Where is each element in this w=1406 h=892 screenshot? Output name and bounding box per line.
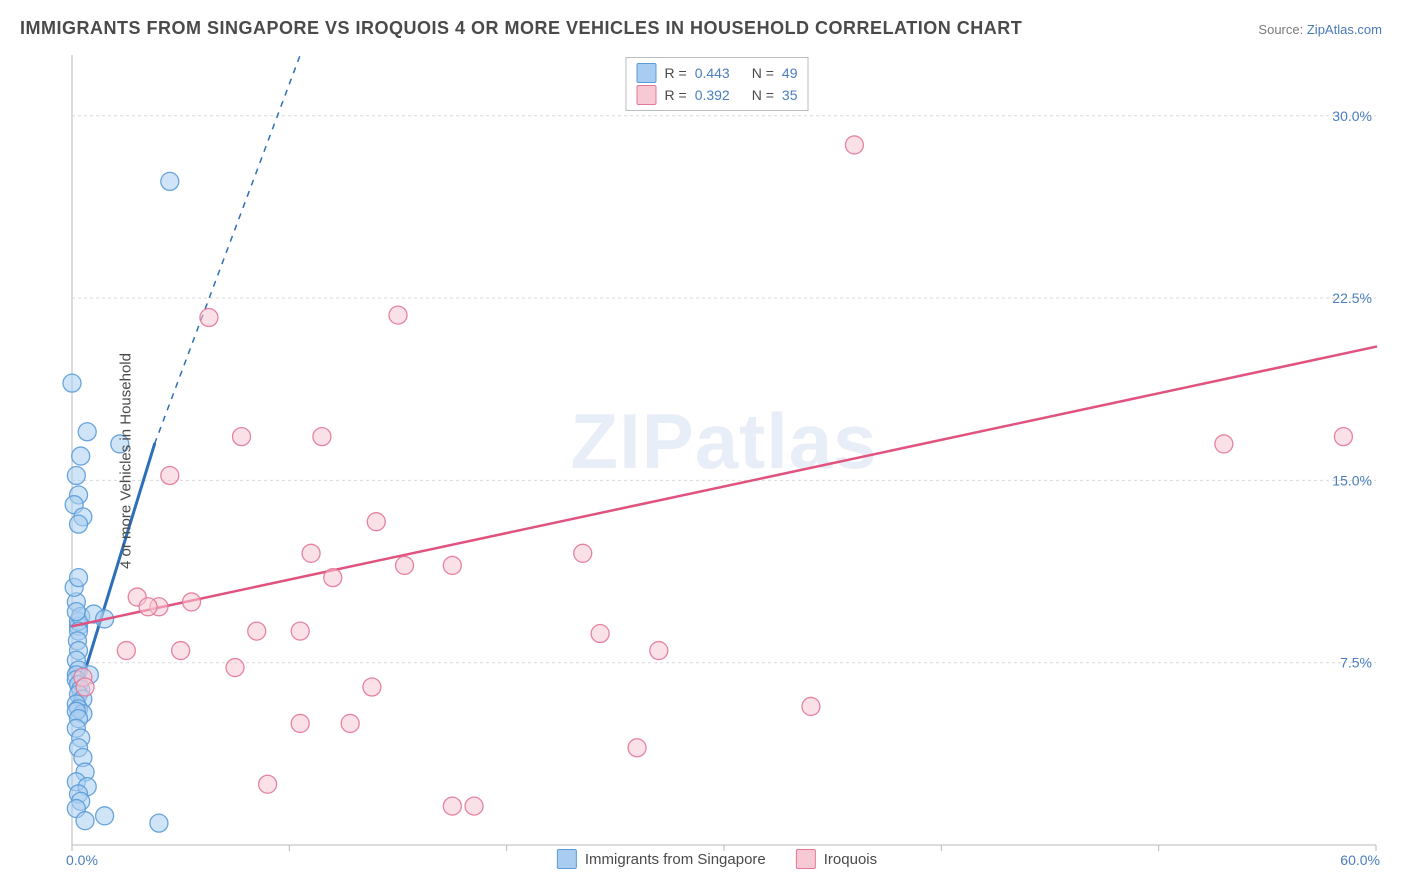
stats-legend-row: R = 0.443 N = 49 <box>637 62 798 84</box>
stats-legend: R = 0.443 N = 49 R = 0.392 N = 35 <box>626 57 809 111</box>
stat-r-label: R = <box>665 65 687 81</box>
source-attribution: Source: ZipAtlas.com <box>1258 22 1382 37</box>
svg-text:15.0%: 15.0% <box>1332 472 1372 488</box>
stat-r-label: R = <box>665 87 687 103</box>
legend-swatch <box>637 63 657 83</box>
y-axis-label: 4 or more Vehicles in Household <box>117 353 134 569</box>
svg-text:22.5%: 22.5% <box>1332 290 1372 306</box>
stat-r-value: 0.443 <box>695 65 730 81</box>
source-link[interactable]: ZipAtlas.com <box>1307 22 1382 37</box>
legend-label: Immigrants from Singapore <box>585 851 766 868</box>
svg-text:7.5%: 7.5% <box>1340 655 1372 671</box>
chart-container: 4 or more Vehicles in Household 7.5% 15.0… <box>48 55 1386 867</box>
stat-n-label: N = <box>752 65 774 81</box>
svg-text:ZIPatlas: ZIPatlas <box>570 397 877 485</box>
legend-swatch <box>637 85 657 105</box>
svg-text:30.0%: 30.0% <box>1332 108 1372 124</box>
stat-n-value: 49 <box>782 65 798 81</box>
source-label: Source: <box>1258 22 1303 37</box>
stat-n-value: 35 <box>782 87 798 103</box>
legend-swatch <box>557 849 577 869</box>
scatter-chart: 7.5% 15.0% 22.5% 30.0% 0.0% 60.0% ZIPatlas <box>48 55 1386 867</box>
stat-r-value: 0.392 <box>695 87 730 103</box>
legend-item: Iroquois <box>796 849 877 869</box>
svg-text:0.0%: 0.0% <box>66 852 98 867</box>
stat-n-label: N = <box>752 87 774 103</box>
stats-legend-row: R = 0.392 N = 35 <box>637 84 798 106</box>
svg-text:60.0%: 60.0% <box>1340 852 1380 867</box>
legend-swatch <box>796 849 816 869</box>
chart-title: IMMIGRANTS FROM SINGAPORE VS IROQUOIS 4 … <box>20 18 1022 39</box>
legend-label: Iroquois <box>824 851 877 868</box>
legend-item: Immigrants from Singapore <box>557 849 766 869</box>
series-legend: Immigrants from Singapore Iroquois <box>557 849 877 869</box>
